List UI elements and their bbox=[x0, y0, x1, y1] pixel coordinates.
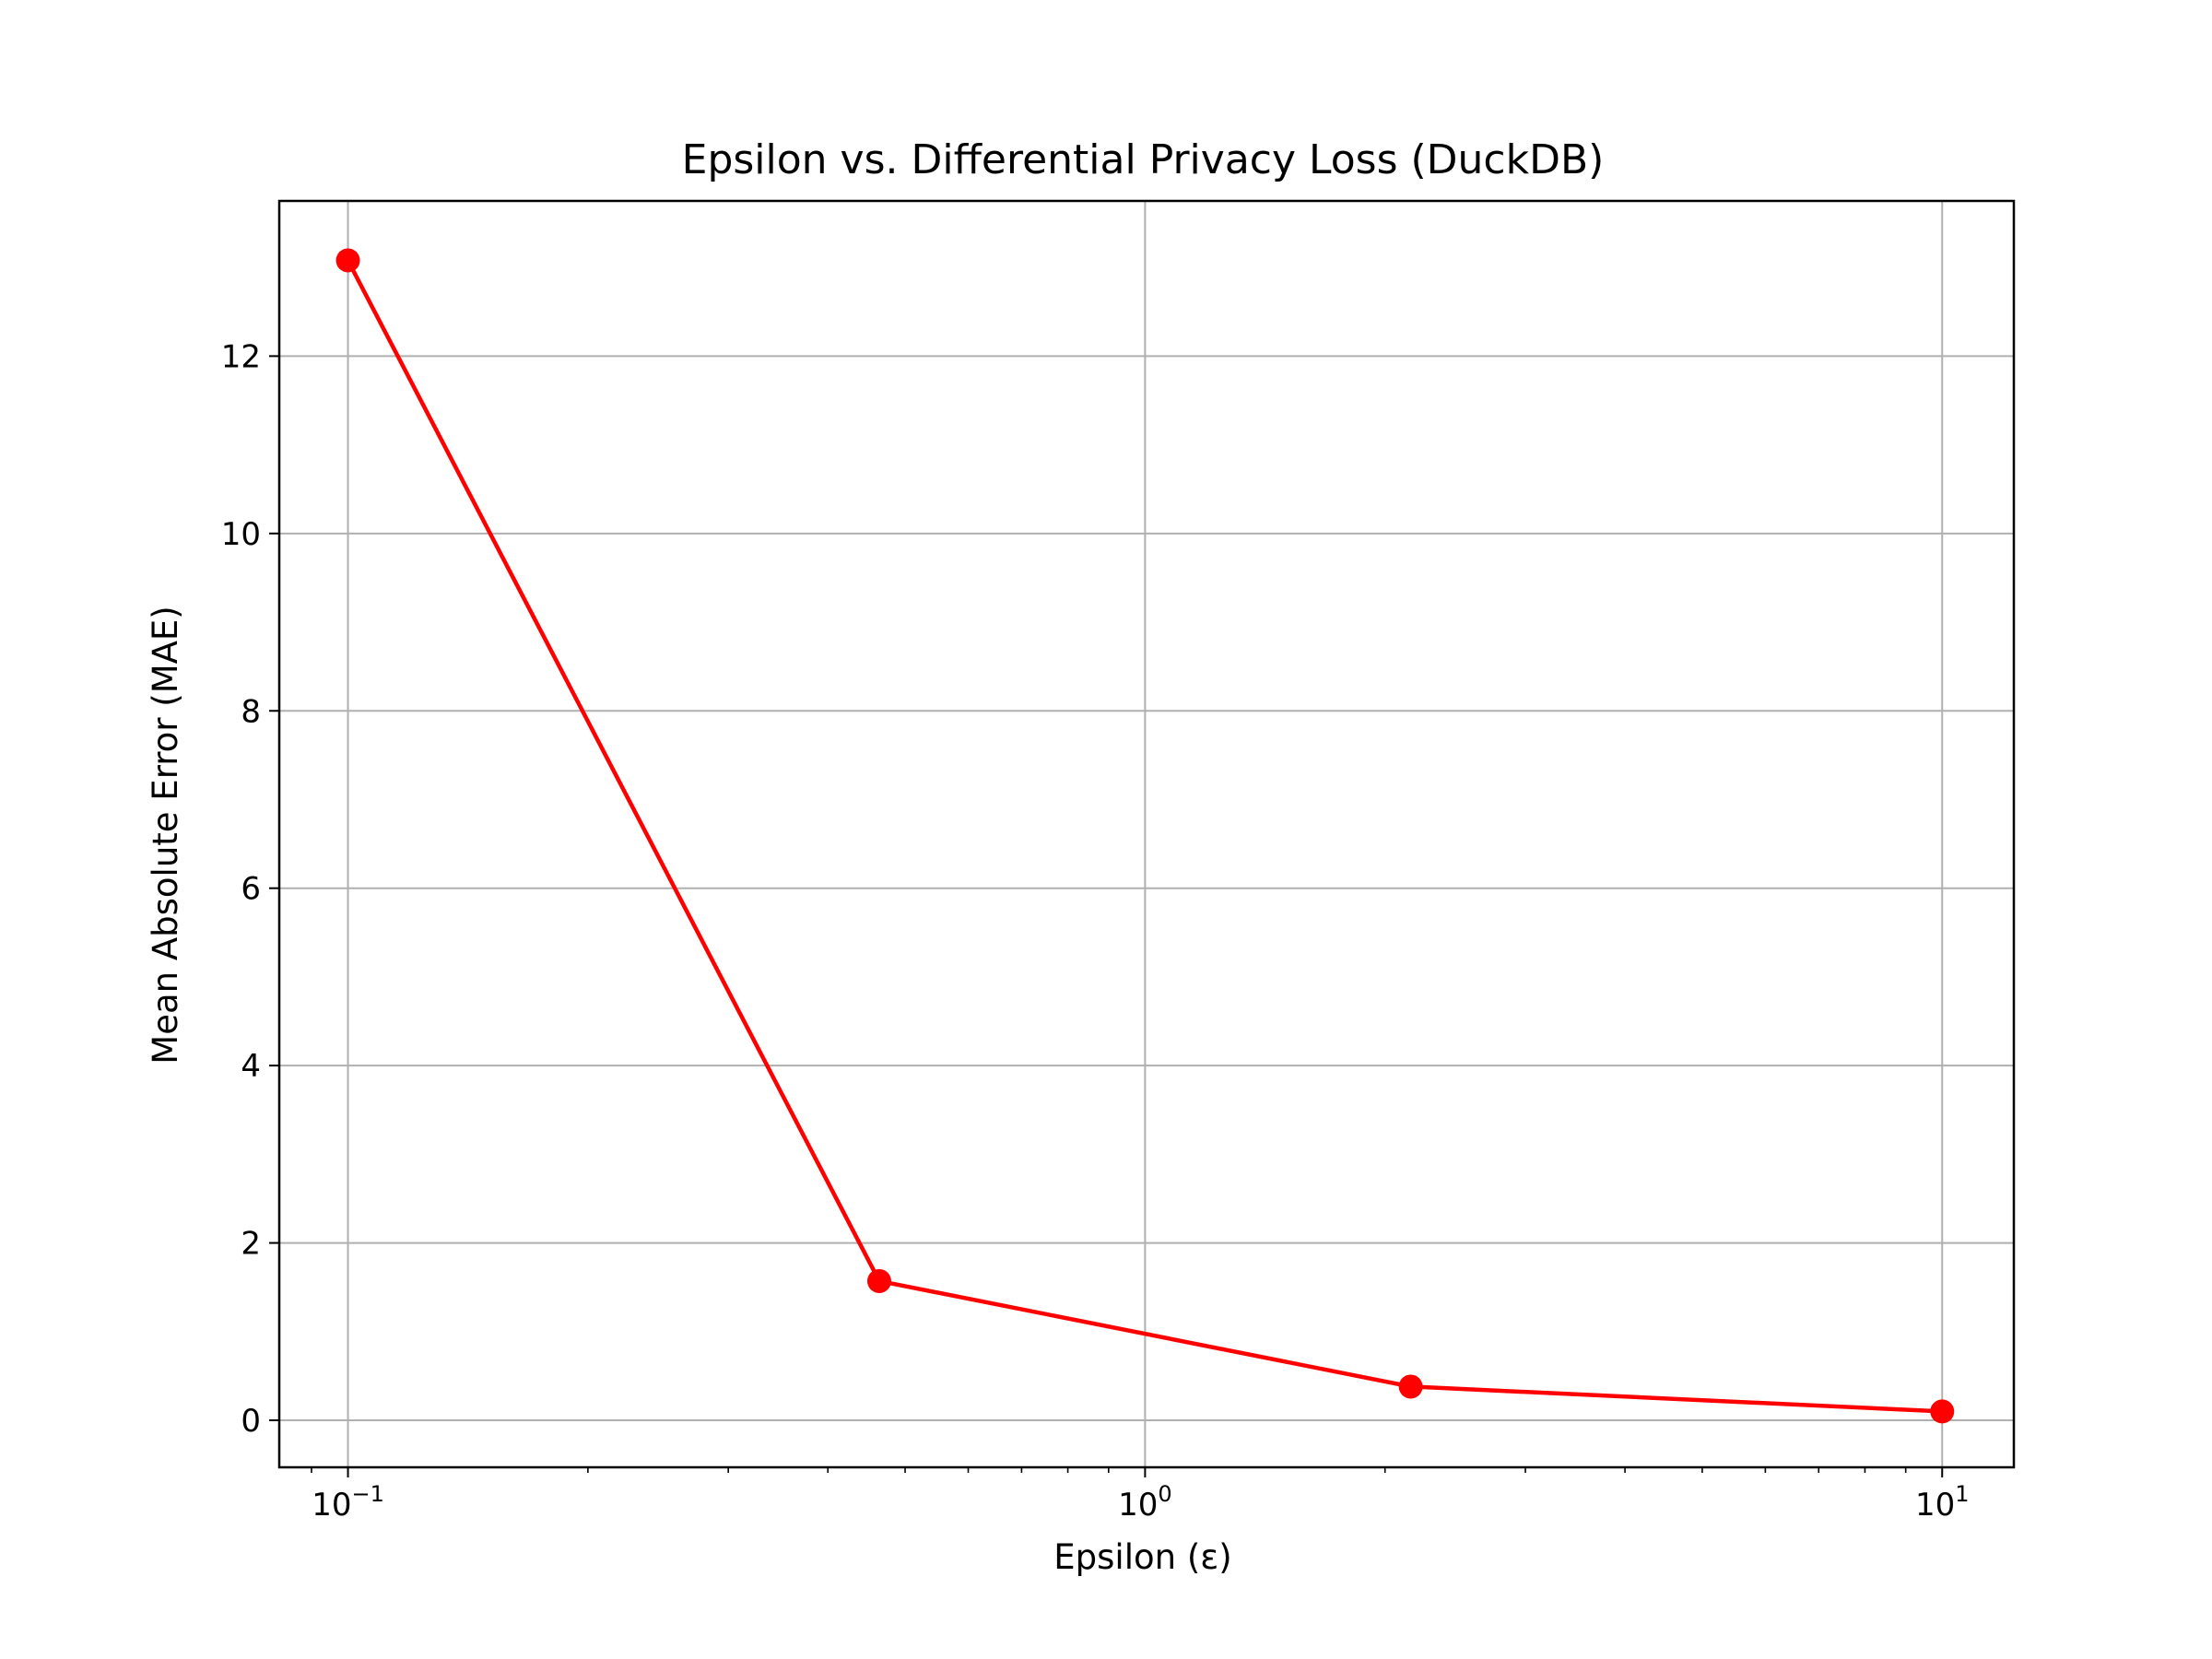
plot-frame bbox=[277, 199, 2016, 1469]
y-tick-label: 2 bbox=[241, 1226, 261, 1263]
x-tick-label-exponent: 1 bbox=[1955, 1481, 1969, 1507]
x-tick-label: 100 bbox=[1118, 1481, 1172, 1524]
chart-title: Epsilon vs. Differential Privacy Loss (D… bbox=[682, 136, 1605, 183]
y-tick-label: 0 bbox=[241, 1403, 261, 1440]
y-tick-label: 8 bbox=[241, 693, 261, 730]
x-axis-label: Epsilon (ε) bbox=[1053, 1537, 1231, 1577]
data-point bbox=[335, 248, 360, 273]
x-tick-label-base: 10 bbox=[1915, 1487, 1955, 1524]
x-tick-label: 10−1 bbox=[312, 1481, 384, 1524]
data-point bbox=[866, 1268, 891, 1293]
y-axis-label: Mean Absolute Error (MAE) bbox=[146, 606, 185, 1064]
data-point bbox=[1398, 1374, 1423, 1399]
data-point bbox=[1930, 1399, 1955, 1424]
x-tick-label-exponent: 0 bbox=[1158, 1481, 1171, 1507]
x-tick-label-base: 10 bbox=[312, 1487, 351, 1524]
y-tick-label: 12 bbox=[221, 338, 261, 375]
x-tick-label-base: 10 bbox=[1118, 1487, 1158, 1524]
series bbox=[335, 248, 1955, 1424]
y-tick-label: 4 bbox=[241, 1048, 261, 1085]
x-tick-label-exponent: −1 bbox=[351, 1481, 383, 1507]
series-line bbox=[346, 259, 1943, 1414]
grid bbox=[279, 201, 2014, 1467]
y-tick-label: 6 bbox=[241, 871, 261, 908]
y-tick-label: 10 bbox=[221, 516, 261, 553]
x-tick-label: 101 bbox=[1915, 1481, 1970, 1524]
